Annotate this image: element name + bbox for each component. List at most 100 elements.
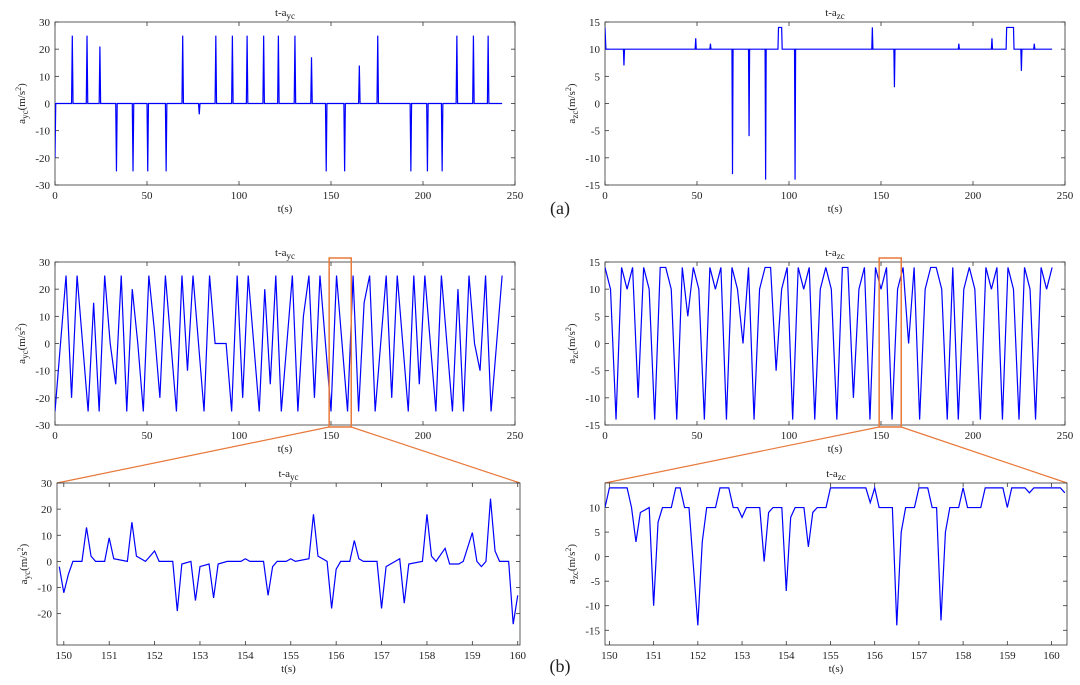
zoom-connector: [901, 426, 1068, 484]
y-label-main: a: [566, 359, 578, 364]
chart-title: t-ayc: [275, 247, 295, 261]
data-line: [605, 485, 1066, 626]
y-tick-label: 0: [45, 99, 51, 111]
zoom-box: [328, 257, 352, 428]
y-label-sup: 2: [14, 327, 23, 331]
x-axis-label: t(s): [278, 443, 293, 455]
x-tick-label: 200: [965, 190, 982, 202]
x-tick-label: 0: [52, 190, 58, 202]
y-tick-label: 30: [39, 257, 51, 269]
y-tick-label: 0: [595, 552, 601, 564]
x-tick-label: 250: [1057, 190, 1074, 202]
y-tick-label: -20: [35, 153, 50, 165]
x-tick-label: 157: [373, 650, 390, 662]
y-label-end: ): [566, 83, 578, 87]
y-label-unit: (m/s: [566, 331, 578, 351]
zoom-box: [878, 257, 902, 428]
title-sub: yc: [287, 11, 296, 21]
y-label-main: a: [16, 359, 28, 364]
y-label-sub: yc: [22, 571, 32, 580]
y-label-main: a: [566, 119, 578, 124]
x-tick-label: 0: [52, 430, 58, 442]
y-tick-label: -5: [591, 576, 601, 588]
x-axis-label: t(s): [828, 203, 843, 215]
x-tick-label: 100: [781, 190, 798, 202]
y-axis-label: azc(m/s2): [564, 83, 580, 123]
x-tick-label: 50: [142, 430, 154, 442]
x-tick-label: 100: [231, 430, 248, 442]
data-line: [55, 275, 503, 412]
y-tick-label: -10: [35, 126, 50, 138]
y-tick-label: -10: [35, 366, 50, 378]
x-tick-label: 150: [56, 650, 73, 662]
x-axis-label: t(s): [828, 443, 843, 455]
x-tick-label: 151: [101, 650, 118, 662]
y-label-sup: 2: [564, 87, 573, 91]
y-tick-label: -5: [591, 126, 601, 138]
x-axis-label: t(s): [278, 203, 293, 215]
x-tick-label: 50: [692, 430, 704, 442]
y-label-sup: 2: [564, 327, 573, 331]
y-label-sup: 2: [564, 548, 573, 552]
x-tick-label: 50: [142, 190, 154, 202]
y-tick-label: 10: [589, 44, 601, 56]
y-tick-label: -10: [585, 601, 600, 613]
y-tick-label: -10: [37, 583, 52, 595]
title-main: t-a: [278, 468, 290, 480]
zoom-connector: [351, 426, 521, 484]
y-tick-label: 10: [589, 503, 601, 515]
y-axis-label: ayc(m/s2): [16, 543, 32, 584]
x-tick-label: 160: [1043, 650, 1060, 662]
y-label-main: a: [566, 579, 578, 584]
y-label-unit: (m/s: [18, 551, 30, 571]
y-tick-label: -10: [585, 153, 600, 165]
y-label-sub: zc: [570, 111, 580, 119]
y-tick-label: -15: [585, 180, 600, 192]
x-axis-label: t(s): [829, 663, 844, 675]
x-tick-label: 200: [415, 430, 432, 442]
y-tick-label: 15: [589, 257, 601, 269]
chart-title: t-azc: [826, 468, 846, 482]
x-tick-label: 150: [873, 190, 890, 202]
data-line: [605, 26, 1053, 180]
y-tick-label: -10: [585, 393, 600, 405]
y-tick-label: 5: [595, 71, 601, 83]
x-tick-label: 150: [601, 650, 618, 662]
x-tick-label: 200: [415, 190, 432, 202]
y-tick-label: 5: [595, 527, 601, 539]
x-tick-label: 0: [602, 430, 608, 442]
panel-label: (b): [550, 656, 571, 677]
y-tick-label: -30: [35, 420, 50, 432]
x-tick-label: 159: [999, 650, 1016, 662]
y-tick-label: 20: [39, 284, 51, 296]
y-tick-label: 10: [41, 530, 53, 542]
title-main: t-a: [825, 247, 837, 259]
y-label-sub: yc: [20, 110, 30, 119]
y-tick-label: 0: [45, 339, 51, 351]
x-tick-label: 156: [866, 650, 883, 662]
title-sub: zc: [838, 472, 846, 482]
x-tick-label: 153: [192, 650, 209, 662]
y-tick-label: 20: [41, 504, 53, 516]
title-sub: yc: [290, 472, 299, 482]
y-tick-label: 15: [589, 17, 601, 29]
y-tick-label: 30: [41, 478, 53, 490]
data-line: [55, 35, 503, 172]
plot-area: [56, 482, 521, 646]
y-tick-label: 0: [595, 99, 601, 111]
x-tick-label: 250: [1057, 430, 1074, 442]
x-tick-label: 154: [778, 650, 795, 662]
title-sub: zc: [837, 11, 845, 21]
x-tick-label: 154: [237, 650, 254, 662]
x-tick-label: 156: [328, 650, 345, 662]
x-tick-label: 158: [955, 650, 972, 662]
x-tick-label: 155: [822, 650, 839, 662]
x-tick-label: 158: [419, 650, 436, 662]
x-tick-label: 150: [873, 430, 890, 442]
y-tick-label: -15: [585, 420, 600, 432]
y-tick-label: -30: [35, 180, 50, 192]
plot-area: [604, 482, 1068, 646]
x-tick-label: 100: [781, 430, 798, 442]
x-tick-label: 150: [323, 190, 340, 202]
title-main: t-a: [275, 247, 287, 259]
